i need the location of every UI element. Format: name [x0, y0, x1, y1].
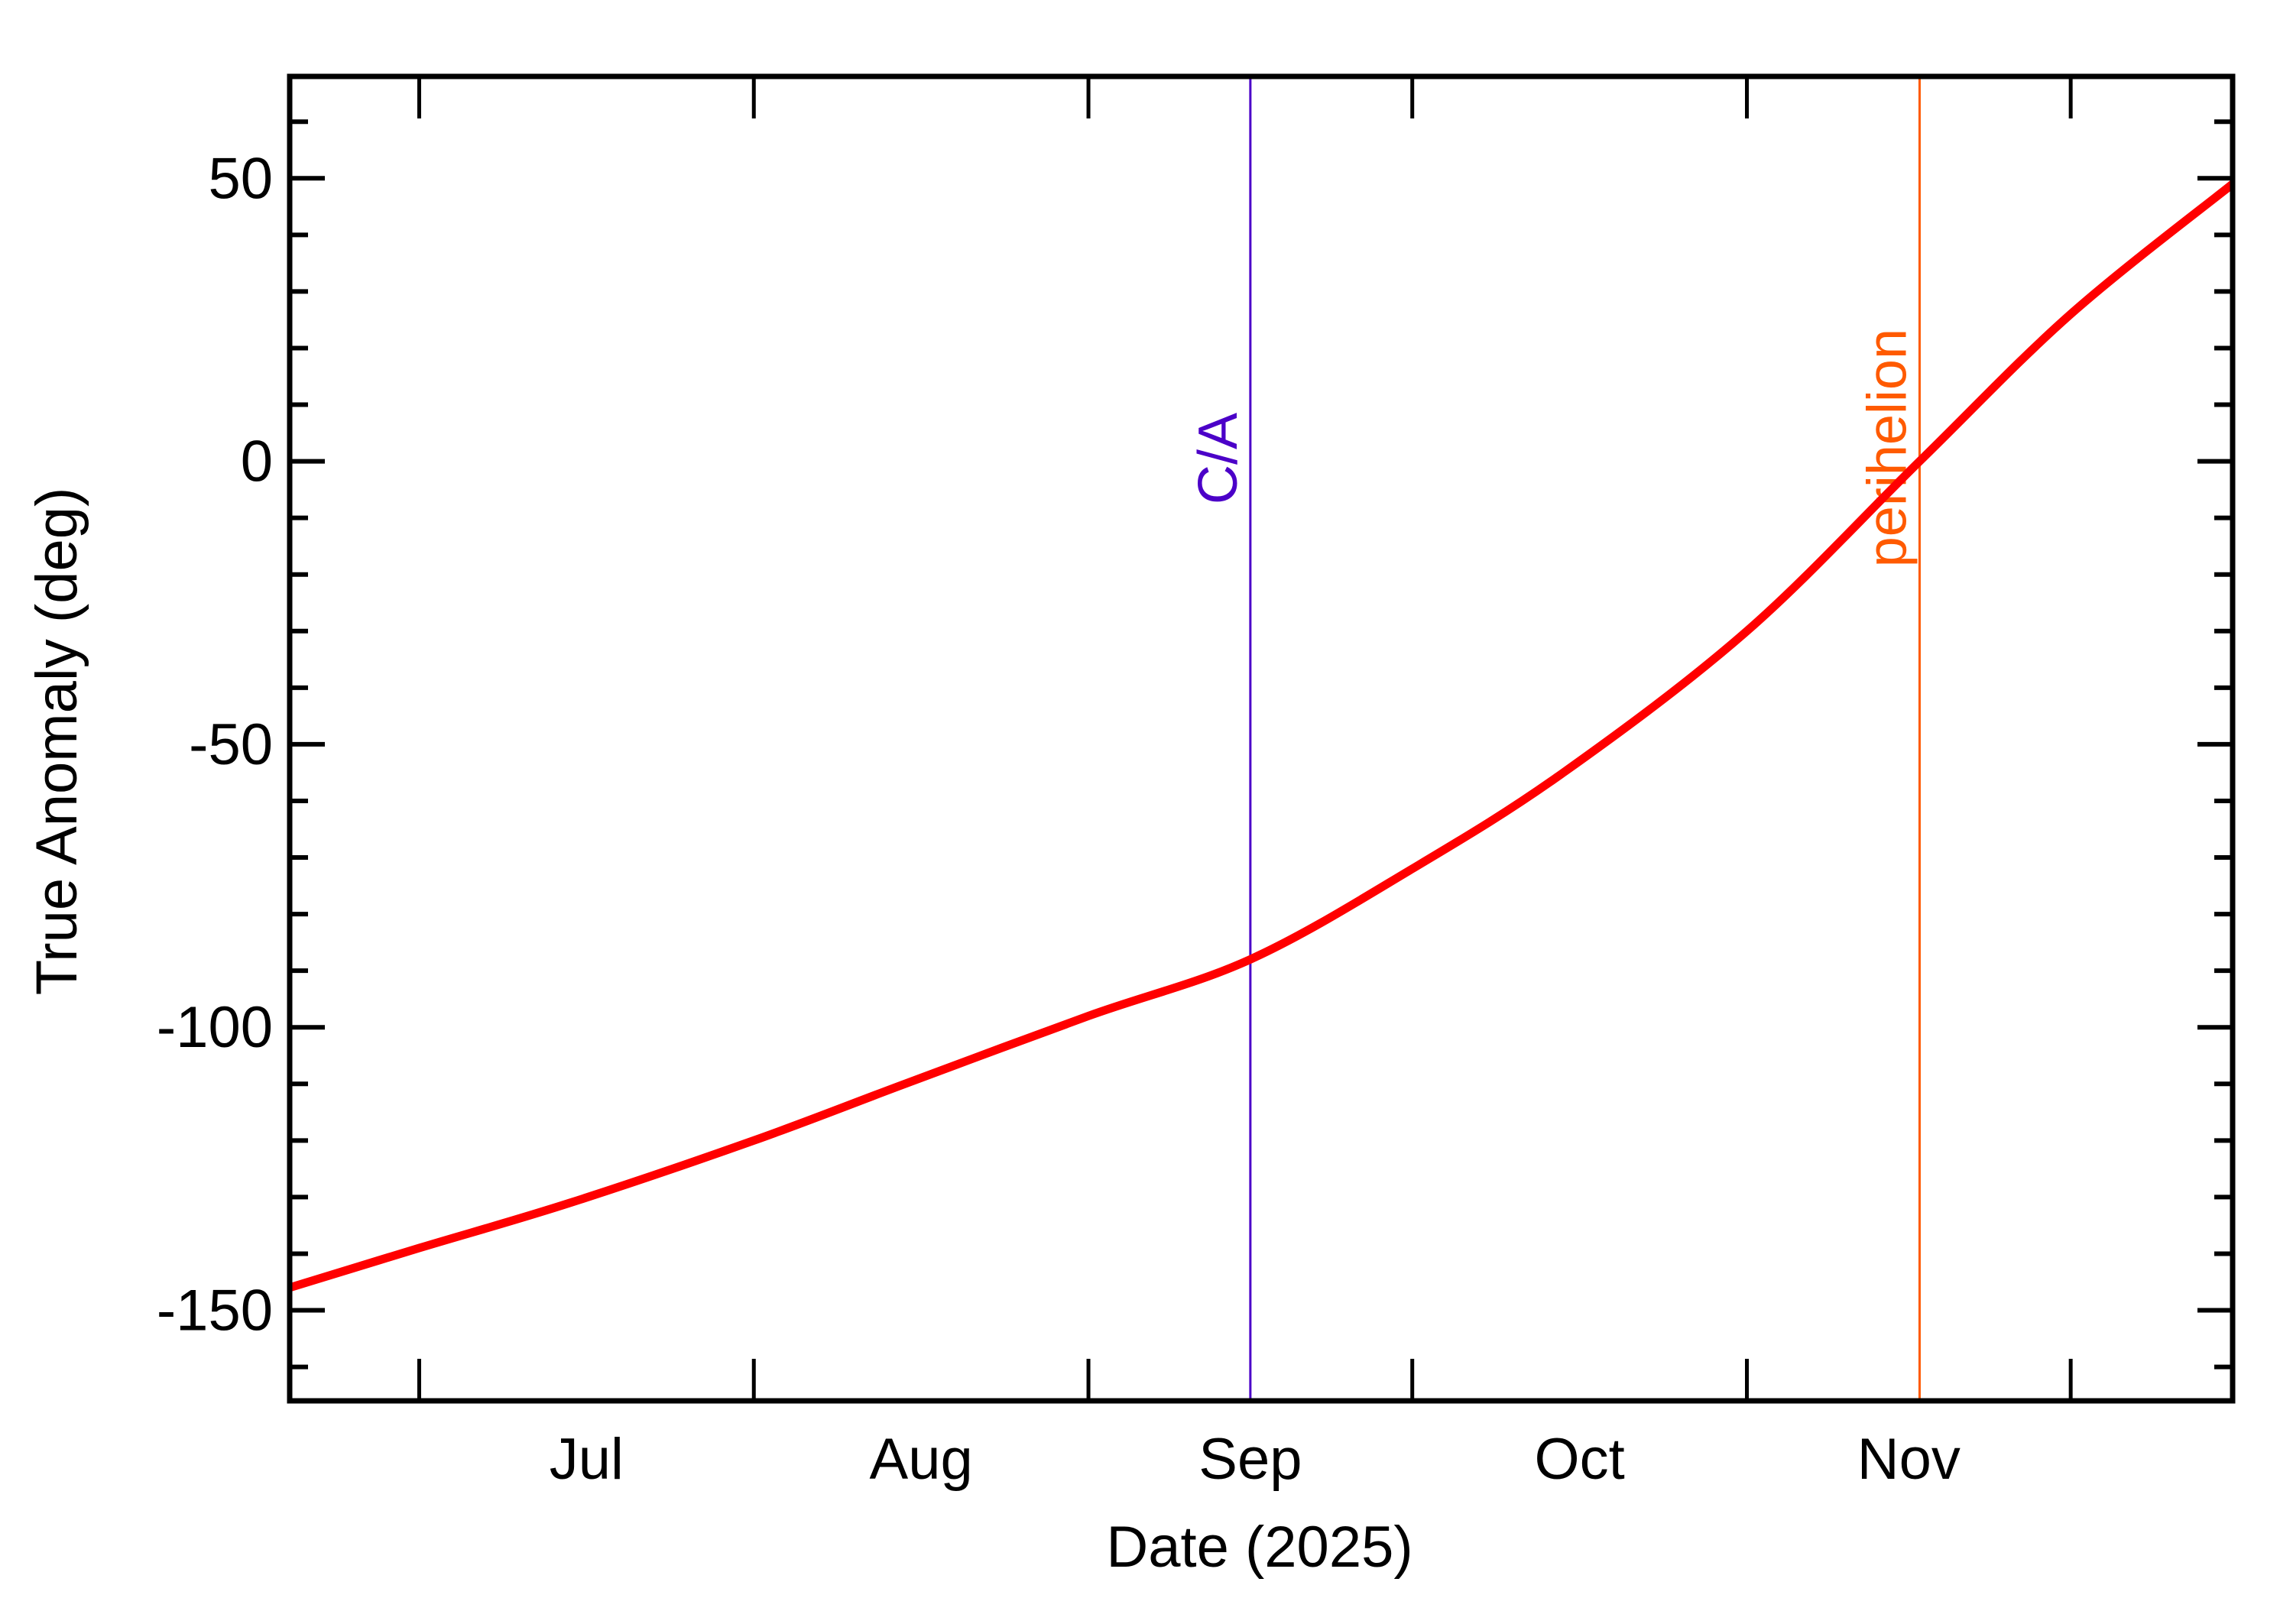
y-tick-label: 0 [241, 430, 273, 494]
x-tick-label: Jul [550, 1427, 624, 1492]
y-tick-label: -100 [157, 995, 273, 1060]
plot-area: C/A perihelion [288, 76, 2236, 1401]
x-axis-label: Date (2025) [1106, 1515, 1412, 1580]
y-tick-label: -150 [157, 1279, 273, 1344]
y-axis-label: True Anomaly (deg) [24, 488, 89, 996]
y-tick-label: 50 [208, 146, 273, 211]
x-tick-label: Nov [1857, 1427, 1961, 1492]
y-tick-label: -50 [189, 712, 273, 777]
x-tick-label: Aug [870, 1427, 973, 1492]
y-axis: 50 0 -50 -100 -150 [157, 119, 2233, 1370]
x-tick-label: Oct [1534, 1427, 1624, 1492]
true-anomaly-line [288, 180, 2236, 1292]
annotation-label: perihelion [1857, 329, 1918, 567]
annotation-label: C/A [1188, 413, 1249, 504]
plot-frame [287, 73, 2236, 1404]
x-tick-label: Sep [1198, 1427, 1302, 1492]
x-axis: Jul Aug Sep Oct Nov [417, 76, 2073, 1492]
